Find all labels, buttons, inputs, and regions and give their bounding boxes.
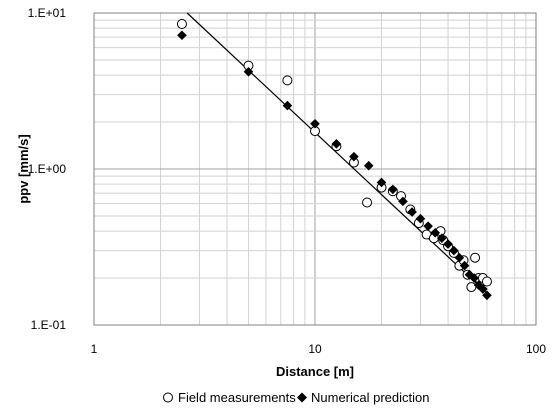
legend-marker-numerical-prediction (297, 392, 307, 403)
numerical-prediction-point (459, 260, 470, 271)
legend-label-numerical-prediction: Numerical prediction (311, 390, 430, 405)
numerical-prediction-point (331, 139, 342, 149)
x-tick-label: 100 (526, 342, 546, 356)
numerical-prediction-point (243, 66, 254, 77)
field-measurement-point (470, 252, 481, 263)
numerical-prediction-point (282, 100, 293, 111)
numerical-prediction-point (388, 184, 398, 195)
numerical-prediction-point (415, 213, 426, 224)
plot-area-frame (93, 12, 537, 326)
numerical-prediction-point (478, 284, 488, 294)
y-tick-label: 1.E-01 (31, 318, 67, 332)
field-measurement-point (466, 282, 477, 293)
field-measurement-point (282, 75, 293, 86)
numerical-prediction-point (376, 177, 387, 188)
legend: Field measurements Numerical prediction (163, 390, 430, 405)
legend-label-field-measurements: Field measurements (178, 390, 296, 405)
numerical-prediction-point (363, 160, 374, 171)
trendline (186, 12, 488, 294)
numerical-prediction-point (437, 233, 447, 244)
x-tick-label: 10 (308, 342, 322, 356)
field-measurement-point (362, 197, 373, 208)
field-measurement-point (176, 19, 187, 30)
numerical-prediction-point (443, 239, 453, 249)
data-points (176, 19, 492, 301)
numerical-prediction-point (469, 273, 479, 283)
series-numerical-prediction (177, 30, 492, 301)
numerical-prediction-point (454, 252, 465, 263)
numerical-prediction-point (449, 245, 459, 256)
numerical-prediction-point (177, 30, 187, 41)
x-axis-title: Distance [m] (276, 364, 354, 379)
y-axis-title: ppv [mm/s] (16, 134, 31, 203)
grid-lines (94, 13, 536, 325)
numerical-prediction-point (482, 290, 492, 301)
numerical-prediction-point (430, 227, 441, 238)
numerical-prediction-point (310, 118, 320, 129)
legend-marker-field-measurements (163, 392, 173, 403)
numerical-prediction-point (473, 280, 484, 290)
tick-labels: 1 10 100 1.E-01 1.E+00 1.E+01 (28, 6, 547, 356)
numerical-prediction-point (398, 196, 408, 207)
y-tick-label: 1.E+01 (28, 6, 67, 20)
numerical-prediction-point (423, 221, 433, 231)
numerical-prediction-point (407, 207, 417, 217)
field-measurement-point (481, 276, 492, 287)
y-tick-label: 1.E+00 (28, 162, 67, 176)
x-tick-label: 1 (91, 342, 98, 356)
numerical-prediction-point (349, 151, 359, 162)
